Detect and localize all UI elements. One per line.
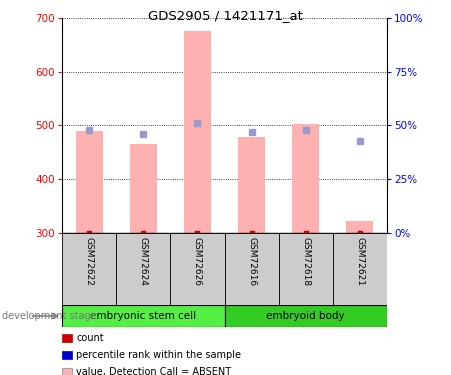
Text: embryonic stem cell: embryonic stem cell xyxy=(90,311,196,321)
Bar xyxy=(170,233,225,305)
Bar xyxy=(225,305,387,327)
Text: GSM72626: GSM72626 xyxy=(193,237,202,286)
Bar xyxy=(62,305,225,327)
Text: count: count xyxy=(76,333,104,343)
Text: value, Detection Call = ABSENT: value, Detection Call = ABSENT xyxy=(76,367,231,375)
Text: percentile rank within the sample: percentile rank within the sample xyxy=(76,350,241,360)
Bar xyxy=(75,131,103,233)
Text: embryoid body: embryoid body xyxy=(267,311,345,321)
Bar xyxy=(225,233,279,305)
Bar xyxy=(116,233,170,305)
Text: development stage: development stage xyxy=(2,311,97,321)
Bar xyxy=(184,32,211,233)
Text: GSM72616: GSM72616 xyxy=(247,237,256,286)
Bar xyxy=(292,124,319,233)
Bar xyxy=(279,233,333,305)
Text: GSM72624: GSM72624 xyxy=(139,237,148,285)
Bar xyxy=(346,221,373,233)
Bar xyxy=(130,144,157,233)
Bar xyxy=(238,137,265,233)
Text: GSM72622: GSM72622 xyxy=(85,237,94,285)
Bar xyxy=(333,233,387,305)
Text: GSM72618: GSM72618 xyxy=(301,237,310,286)
Text: GSM72621: GSM72621 xyxy=(355,237,364,286)
Text: GDS2905 / 1421171_at: GDS2905 / 1421171_at xyxy=(148,9,303,22)
Bar xyxy=(62,233,116,305)
